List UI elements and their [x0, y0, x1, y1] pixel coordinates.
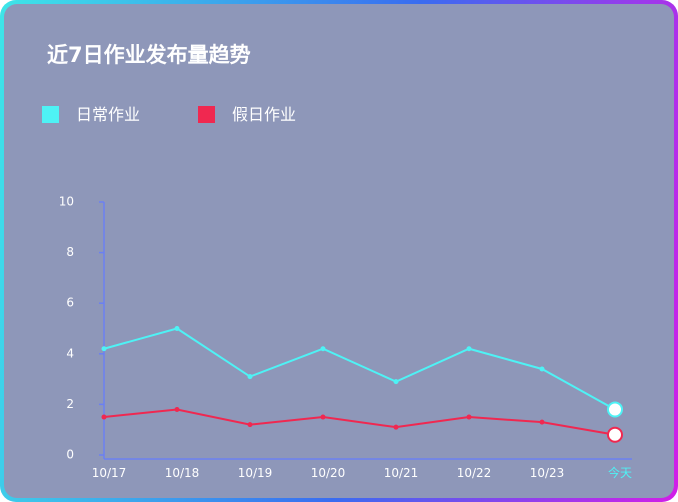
data-point — [247, 374, 253, 380]
data-point — [466, 346, 472, 352]
legend-swatch — [198, 106, 215, 123]
data-point — [320, 346, 326, 352]
x-tick-label: 10/19 — [238, 466, 273, 480]
x-tick-label: 10/23 — [530, 466, 565, 480]
x-tick-label: 10/17 — [92, 466, 127, 480]
data-point — [539, 419, 545, 425]
series-line — [103, 408, 616, 436]
y-tick-label: 4 — [66, 346, 74, 360]
data-point — [539, 366, 545, 372]
data-point — [174, 326, 180, 331]
data-point — [247, 422, 253, 428]
y-tick-label: 2 — [66, 397, 74, 411]
legend-label: 日常作业 — [76, 105, 140, 124]
x-tick-label: 10/20 — [311, 466, 346, 480]
legend-swatch — [42, 106, 59, 123]
data-point — [393, 424, 399, 430]
y-tick-label: 6 — [66, 296, 74, 310]
legend-label: 假日作业 — [232, 105, 296, 124]
x-tick-label: 10/18 — [165, 466, 200, 480]
y-tick-label: 10 — [59, 195, 74, 209]
data-point — [174, 406, 180, 412]
y-tick-label: 8 — [66, 245, 74, 259]
data-point — [607, 401, 623, 418]
data-point — [466, 414, 472, 420]
data-point — [101, 414, 107, 420]
x-tick-label: 10/21 — [384, 466, 419, 480]
data-point — [320, 414, 326, 420]
data-point — [393, 379, 399, 385]
x-tick-label: 10/22 — [457, 466, 492, 480]
x-tick-label: 今天 — [608, 465, 632, 480]
card-body: 近7日作业发布量趋势 日常作业 假日作业 0 2 4 6 8 10 10/17 10/18 10/1… — [4, 4, 674, 498]
data-point — [607, 426, 623, 443]
series-line — [103, 327, 616, 411]
chart-title: 近7日作业发布量趋势 — [47, 43, 251, 67]
data-point — [101, 346, 107, 352]
chart: 近7日作业发布量趋势 日常作业 假日作业 0 2 4 6 8 10 10/17 10/18 10/1… — [42, 43, 632, 480]
y-tick-label: 0 — [66, 448, 74, 462]
